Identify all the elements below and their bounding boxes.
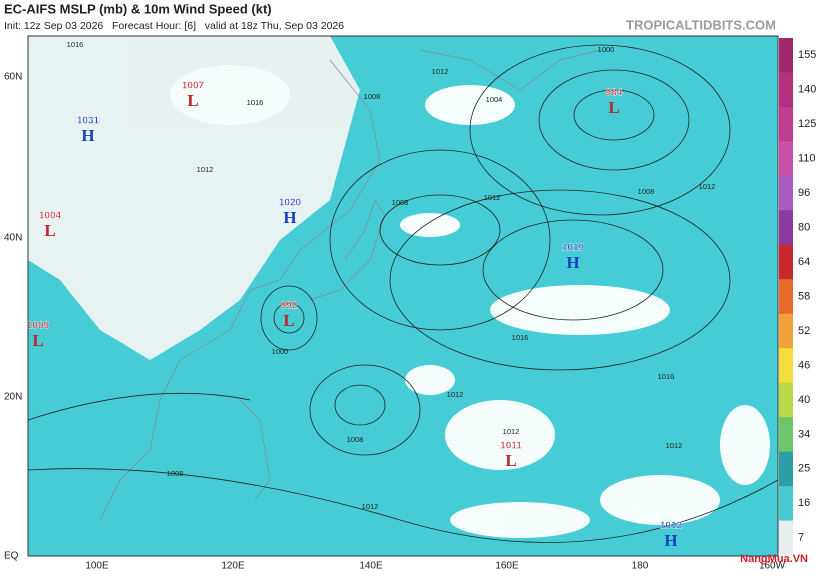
isobars [28,44,778,543]
colorbar-band [779,72,793,108]
colorbar-band [779,106,793,142]
center-pressure: 1031 [77,116,100,127]
isobar-label: 1012 [699,182,716,191]
colorbar-label: 46 [798,359,810,371]
colorbar-band [779,279,793,315]
center-letter: H [81,126,94,145]
longitude-label: 100E [85,561,109,572]
center-pressure: 1012 [660,521,683,532]
isobar-label: 1008 [364,92,381,101]
center-letter: L [505,451,516,470]
isobar-label: 1012 [197,165,214,174]
latitude-label: 20N [4,392,22,403]
latitude-label: EQ [4,551,19,562]
center-letter: H [283,208,296,227]
center-pressure: 984 [606,88,623,99]
isobar-label: 1016 [67,40,84,49]
center-pressure: 1011 [500,441,522,452]
isobar-label: 1016 [658,372,675,381]
latitude-label: 40N [4,233,22,244]
colorbar-band [779,451,793,487]
isobar-label: 1012 [432,67,449,76]
colorbar-band [779,244,793,280]
colorbar-label: 125 [798,118,816,130]
isobar-label: 1000 [598,45,615,54]
longitude-label: 180 [632,561,649,572]
subtitle: Init: 12z Sep 03 2026 Forecast Hour: [6]… [4,20,344,32]
isobar-label: 1008 [347,435,364,444]
colorbar-band [779,210,793,246]
colorbar-band [779,520,793,556]
colorbar-label: 34 [798,428,810,440]
colorbar-band [779,486,793,522]
longitude-label: 160W [759,561,786,572]
isobar-label: 1012 [484,193,501,202]
colorbar-label: 140 [798,84,816,96]
longitude-label: 160E [495,561,519,572]
longitude-label: 140E [359,561,383,572]
colorbar-band [779,417,793,453]
axis-labels: 60N 40N 20N EQ 100E 120E 140E 160E 180 160W [4,72,786,572]
colorbar-label: 16 [798,497,810,509]
center-pressure: 1020 [279,198,302,209]
colorbar-band [779,175,793,211]
isobar-label: 1012 [666,441,683,450]
colorbar-label: 52 [798,325,810,337]
map-frame [27,35,779,557]
title: EC-AIFS MSLP (mb) & 10m Wind Speed (kt) [4,1,272,16]
isobar-label: 1012 [503,427,520,436]
coastlines [99,49,601,521]
isobar-label: 1008 [392,198,409,207]
center-pressure: 1004 [39,211,62,222]
isobar-label: 1012 [362,502,379,511]
colorbar-label: 64 [798,256,810,268]
colorbar-label: 80 [798,221,810,233]
colorbar-label: 25 [798,463,810,475]
colorbar-label: 7 [798,532,804,544]
center-letter: L [608,98,619,117]
map: 1016 1016 1012 1012 1008 1004 1000 1008 1012 1012… [27,35,779,557]
colorbar-band [779,141,793,177]
colorbar-band [779,348,793,384]
latitude-label: 60N [4,72,22,83]
center-pressure: 1019 [562,243,585,254]
center-letter: L [32,331,43,350]
colorbar-label: 110 [798,153,816,165]
isobar-label: 1016 [512,333,529,342]
colorbar-label: 58 [798,290,810,302]
isobar-label: 1016 [247,98,264,107]
center-letter: L [283,311,294,330]
isobar-label: 1004 [486,95,503,104]
isobar-label: 1008 [638,187,655,196]
calm-areas [28,36,770,538]
colorbar-label: 96 [798,187,810,199]
isobar-label: 1008 [167,469,184,478]
site-name: TROPICALTIDBITS.COM [626,17,776,32]
center-pressure: 1007 [182,81,205,92]
center-letter: L [44,221,55,240]
colorbar-label: 40 [798,394,810,406]
colorbar: 155 140 125 110 96 80 64 58 52 46 40 34 25 16 7 [779,38,816,556]
colorbar-band [779,382,793,418]
isobar-label: 1012 [447,390,464,399]
center-pressure: 1009 [27,321,50,332]
center-letter: L [187,91,198,110]
center-letter: H [566,253,579,272]
center-letter: H [664,531,677,550]
colorbar-band [779,313,793,349]
watermark: NangMua.VN [740,553,808,565]
isobar-label: 1000 [272,347,289,356]
longitude-label: 120E [221,561,245,572]
colorbar-band [779,38,793,73]
colorbar-label: 155 [798,49,816,61]
center-pressure: 992 [281,301,298,312]
